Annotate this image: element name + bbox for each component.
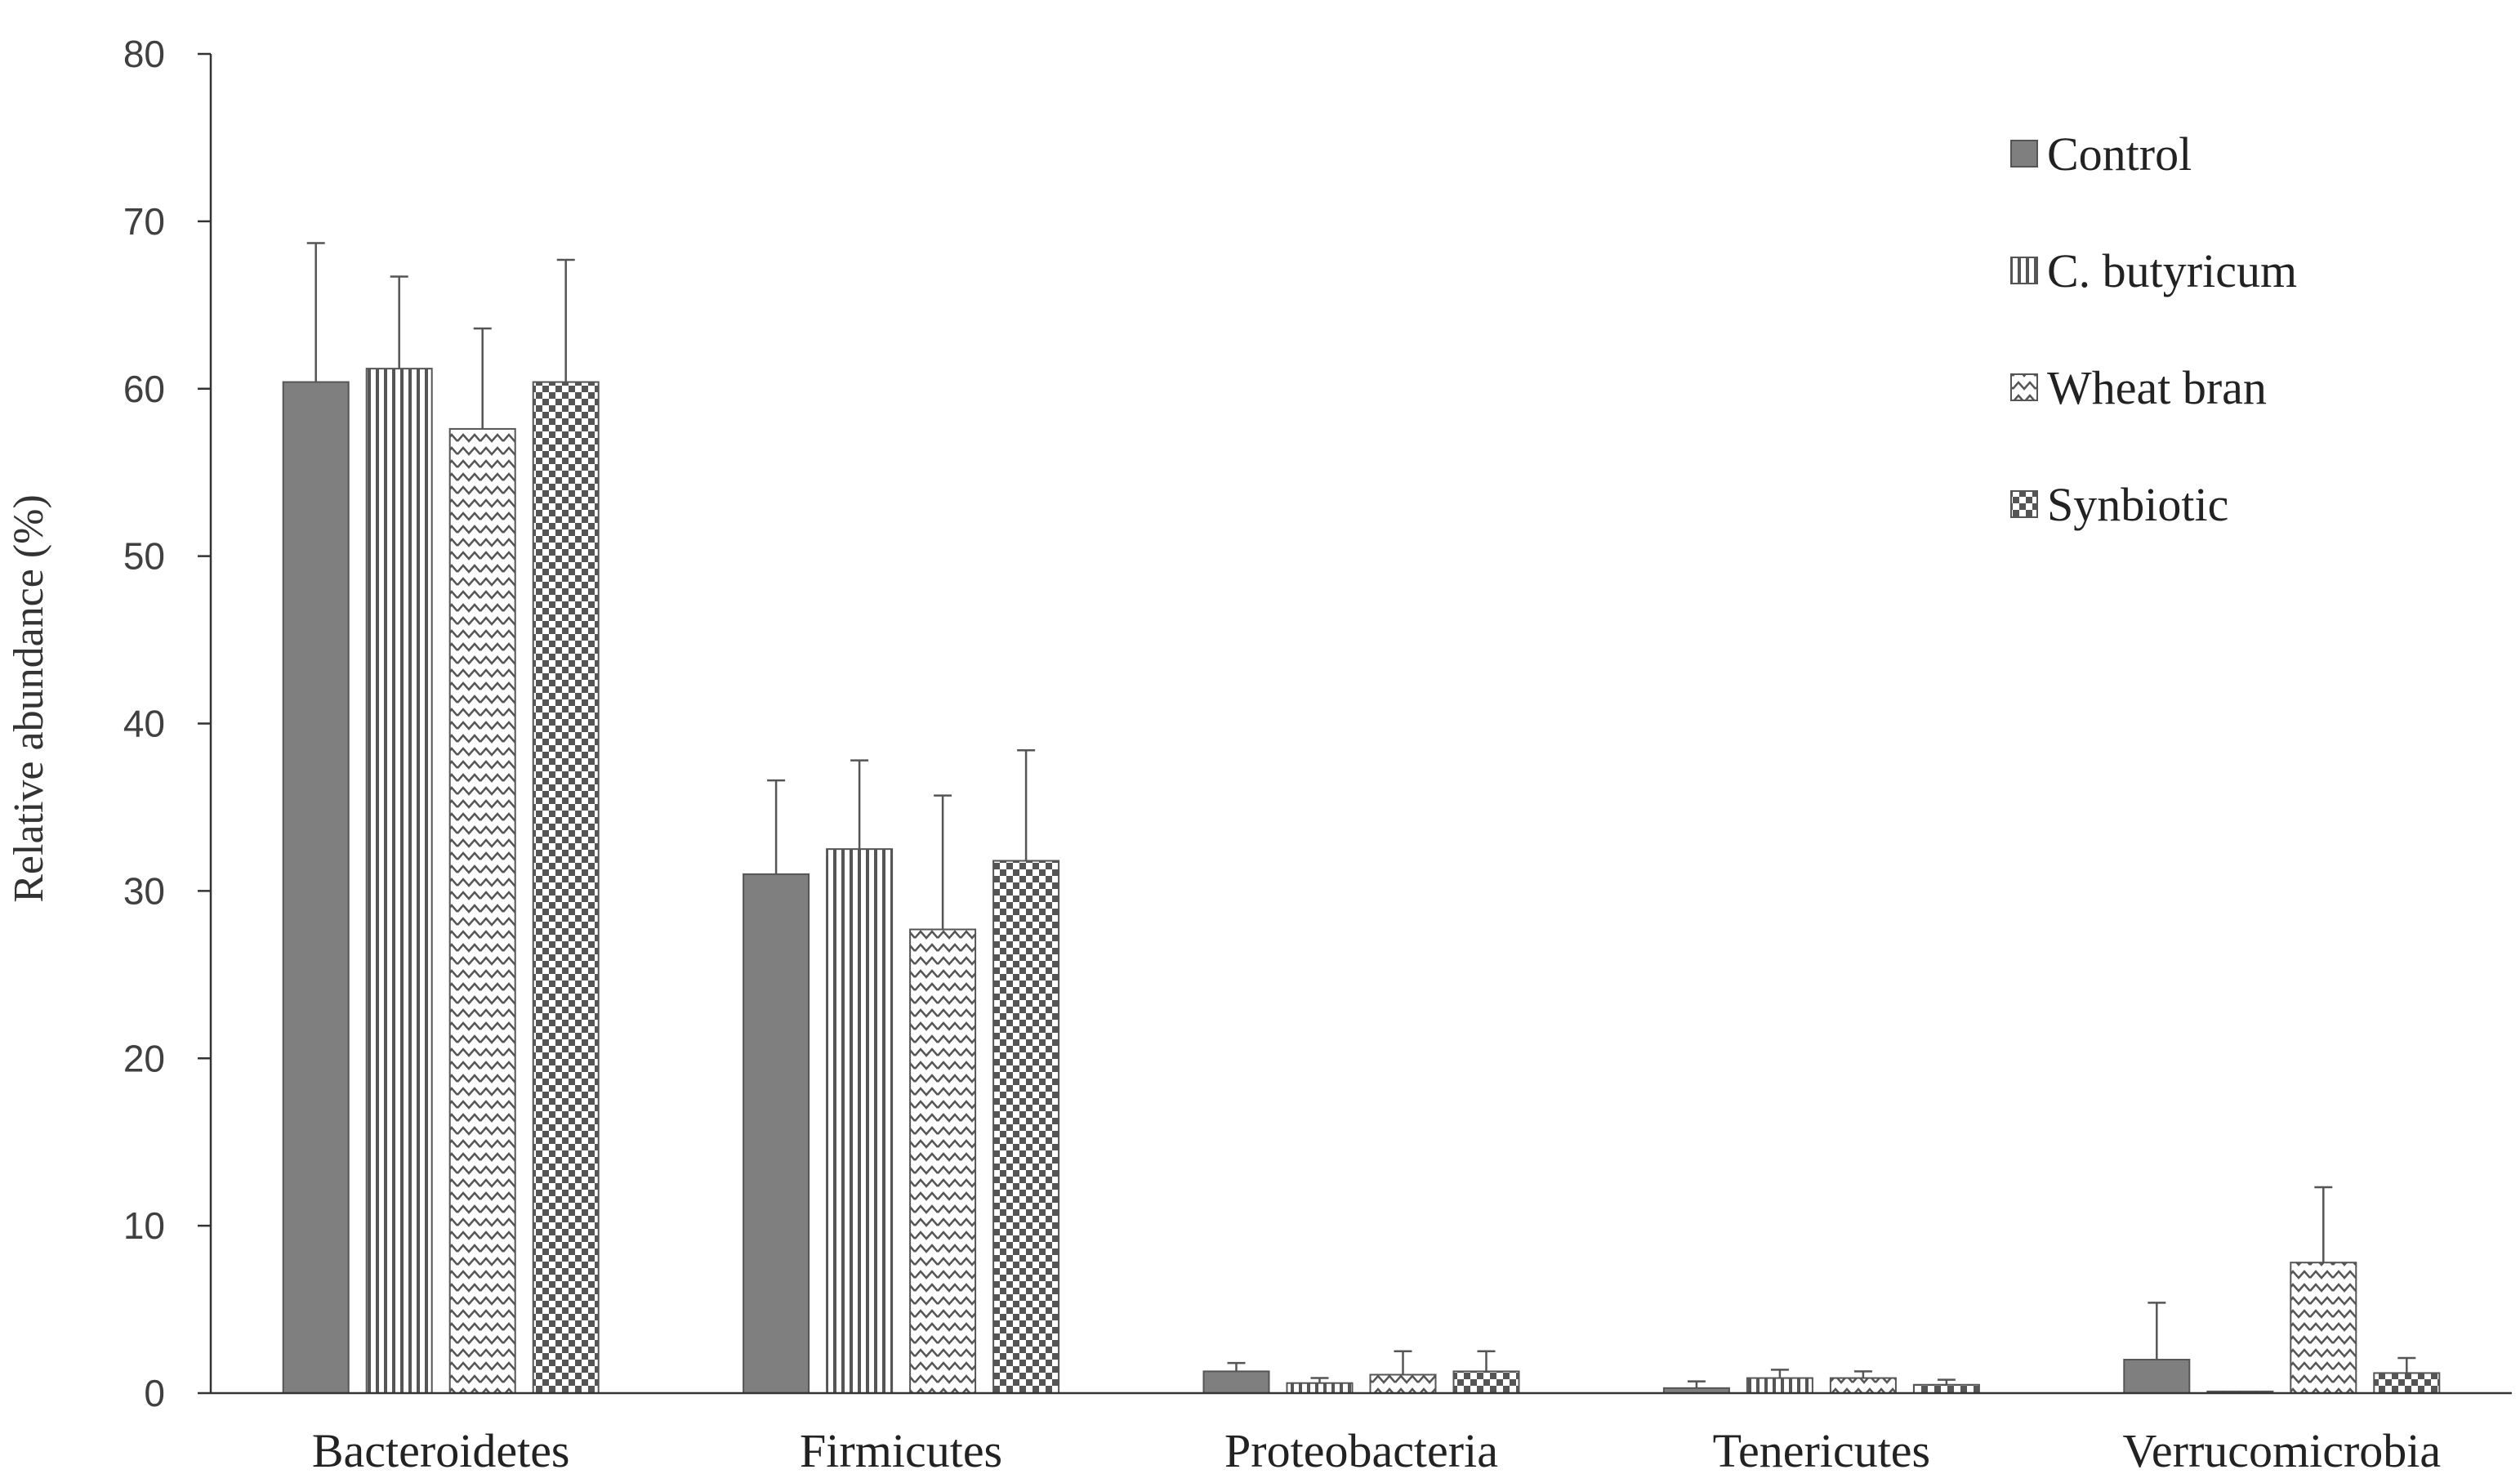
- legend-label: Wheat bran: [2047, 361, 2267, 414]
- bar: [2290, 1262, 2357, 1395]
- bar: [1369, 1374, 1437, 1394]
- category-label: Bacteroidetes: [312, 1424, 570, 1477]
- category-label: Tenericutes: [1713, 1424, 1930, 1477]
- bar: [448, 427, 516, 1394]
- y-tick-label: 20: [123, 1037, 165, 1079]
- category-label: Verrucomicrobia: [2122, 1424, 2441, 1477]
- axes: [209, 54, 2512, 1395]
- category-labels: Bacteroidetes Firmicutes Proteobacteria Ten…: [312, 1424, 2441, 1477]
- y-tick-label: 40: [123, 703, 165, 745]
- bar: [2123, 1359, 2191, 1395]
- bar: [365, 368, 433, 1394]
- y-axis-title: Relative abundance (%): [6, 494, 52, 903]
- legend-label: Control: [2047, 127, 2192, 181]
- y-axis-ticks: 0 10 20 30 40 50 60 70 80: [123, 33, 211, 1414]
- bar: [743, 873, 810, 1394]
- bar: [826, 848, 894, 1394]
- y-tick-label: 80: [123, 33, 165, 75]
- bar: [1202, 1370, 1270, 1394]
- bar: [1452, 1370, 1520, 1394]
- legend-swatch: [2010, 140, 2038, 168]
- bar: [282, 381, 350, 1394]
- legend-swatch: [2010, 257, 2038, 284]
- legend-label: C. butyricum: [2047, 244, 2297, 297]
- legend-swatch: [2010, 490, 2038, 518]
- error-bars: [306, 242, 2416, 1388]
- bar: [1829, 1377, 1897, 1395]
- y-tick-label: 70: [123, 200, 165, 243]
- bar: [2373, 1372, 2441, 1395]
- y-tick-label: 10: [123, 1204, 165, 1247]
- legend: Control C. butyricum Wheat bran Synbiotic: [2010, 127, 2297, 531]
- legend-swatch: [2010, 373, 2038, 401]
- category-label: Proteobacteria: [1224, 1424, 1498, 1477]
- y-tick-label: 0: [144, 1372, 165, 1414]
- category-label: Firmicutes: [800, 1424, 1002, 1477]
- bar: [1912, 1383, 1980, 1394]
- y-tick-label: 50: [123, 535, 165, 578]
- y-tick-label: 60: [123, 368, 165, 410]
- bar: [532, 381, 600, 1394]
- bar: [992, 860, 1060, 1395]
- bars: [282, 368, 2441, 1395]
- legend-label: Synbiotic: [2047, 478, 2228, 531]
- bar: [1286, 1382, 1354, 1395]
- y-tick-label: 30: [123, 869, 165, 912]
- bar: [1746, 1377, 1813, 1395]
- bar: [909, 928, 977, 1394]
